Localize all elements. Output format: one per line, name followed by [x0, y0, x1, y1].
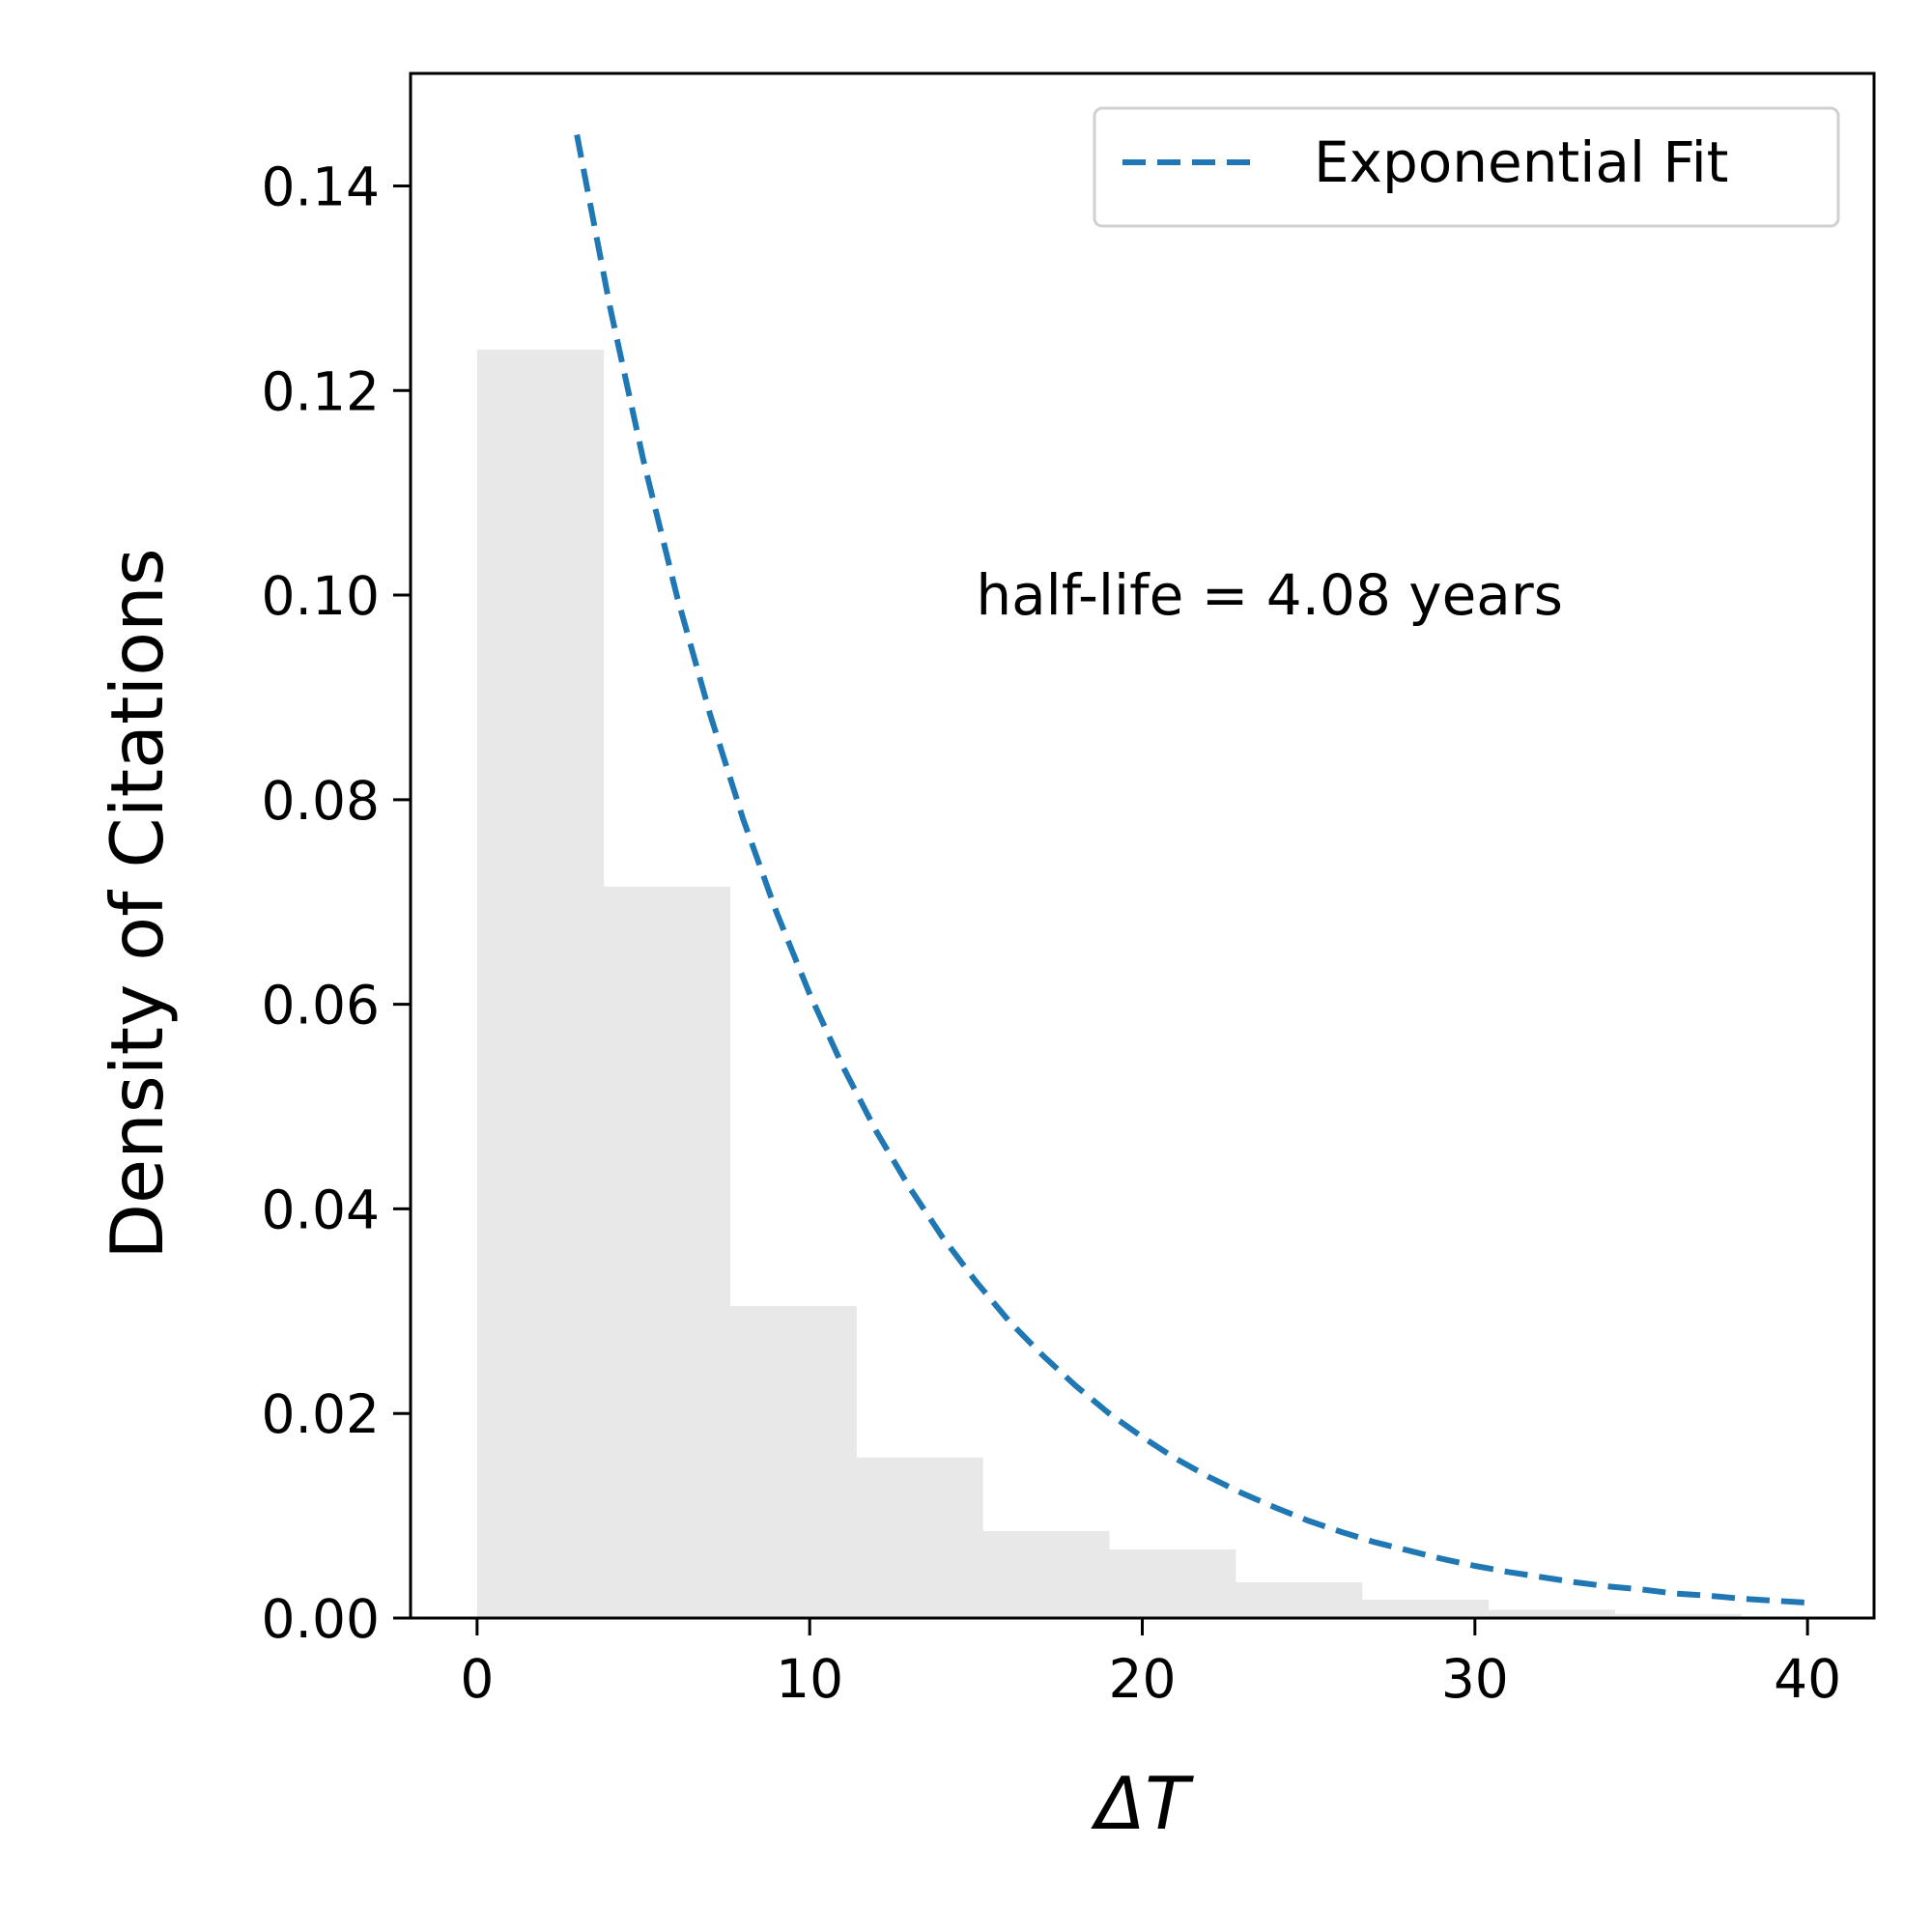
y-tick-label: 0.12 [262, 360, 380, 422]
x-tick-label: 40 [1774, 1648, 1841, 1710]
histogram-bar [730, 1306, 857, 1618]
x-tick-label: 30 [1441, 1648, 1509, 1710]
x-tick-label: 0 [460, 1648, 494, 1710]
y-tick-label: 0.08 [262, 770, 380, 832]
histogram-bar [982, 1531, 1109, 1618]
y-tick-label: 0.04 [262, 1179, 380, 1240]
legend-label: Exponential Fit [1314, 129, 1728, 195]
y-axis: 0.00 0.02 0.04 0.06 0.08 0.10 0.12 0.14 [262, 156, 411, 1650]
y-tick-label: 0.14 [262, 156, 380, 217]
y-tick-label: 0.00 [262, 1588, 380, 1650]
x-axis: 0 10 20 30 40 [460, 1618, 1841, 1710]
y-axis-label: Density of Citations [95, 548, 180, 1259]
histogram-bar [1362, 1600, 1489, 1618]
y-tick-label: 0.06 [262, 975, 380, 1037]
half-life-annotation: half-life = 4.08 years [976, 562, 1563, 628]
histogram-bar [1109, 1549, 1236, 1618]
histogram-bars [477, 350, 1742, 1618]
x-tick-label: 10 [776, 1648, 843, 1710]
x-tick-label: 20 [1109, 1648, 1177, 1710]
x-axis-label: ΔT [1091, 1761, 1194, 1846]
y-tick-label: 0.10 [262, 565, 380, 627]
y-tick-label: 0.02 [262, 1383, 380, 1445]
histogram-bar [1236, 1582, 1362, 1618]
histogram-bar [477, 350, 604, 1618]
histogram-bar [604, 887, 730, 1618]
histogram-bar [856, 1458, 982, 1618]
legend: Exponential Fit [1094, 108, 1838, 226]
